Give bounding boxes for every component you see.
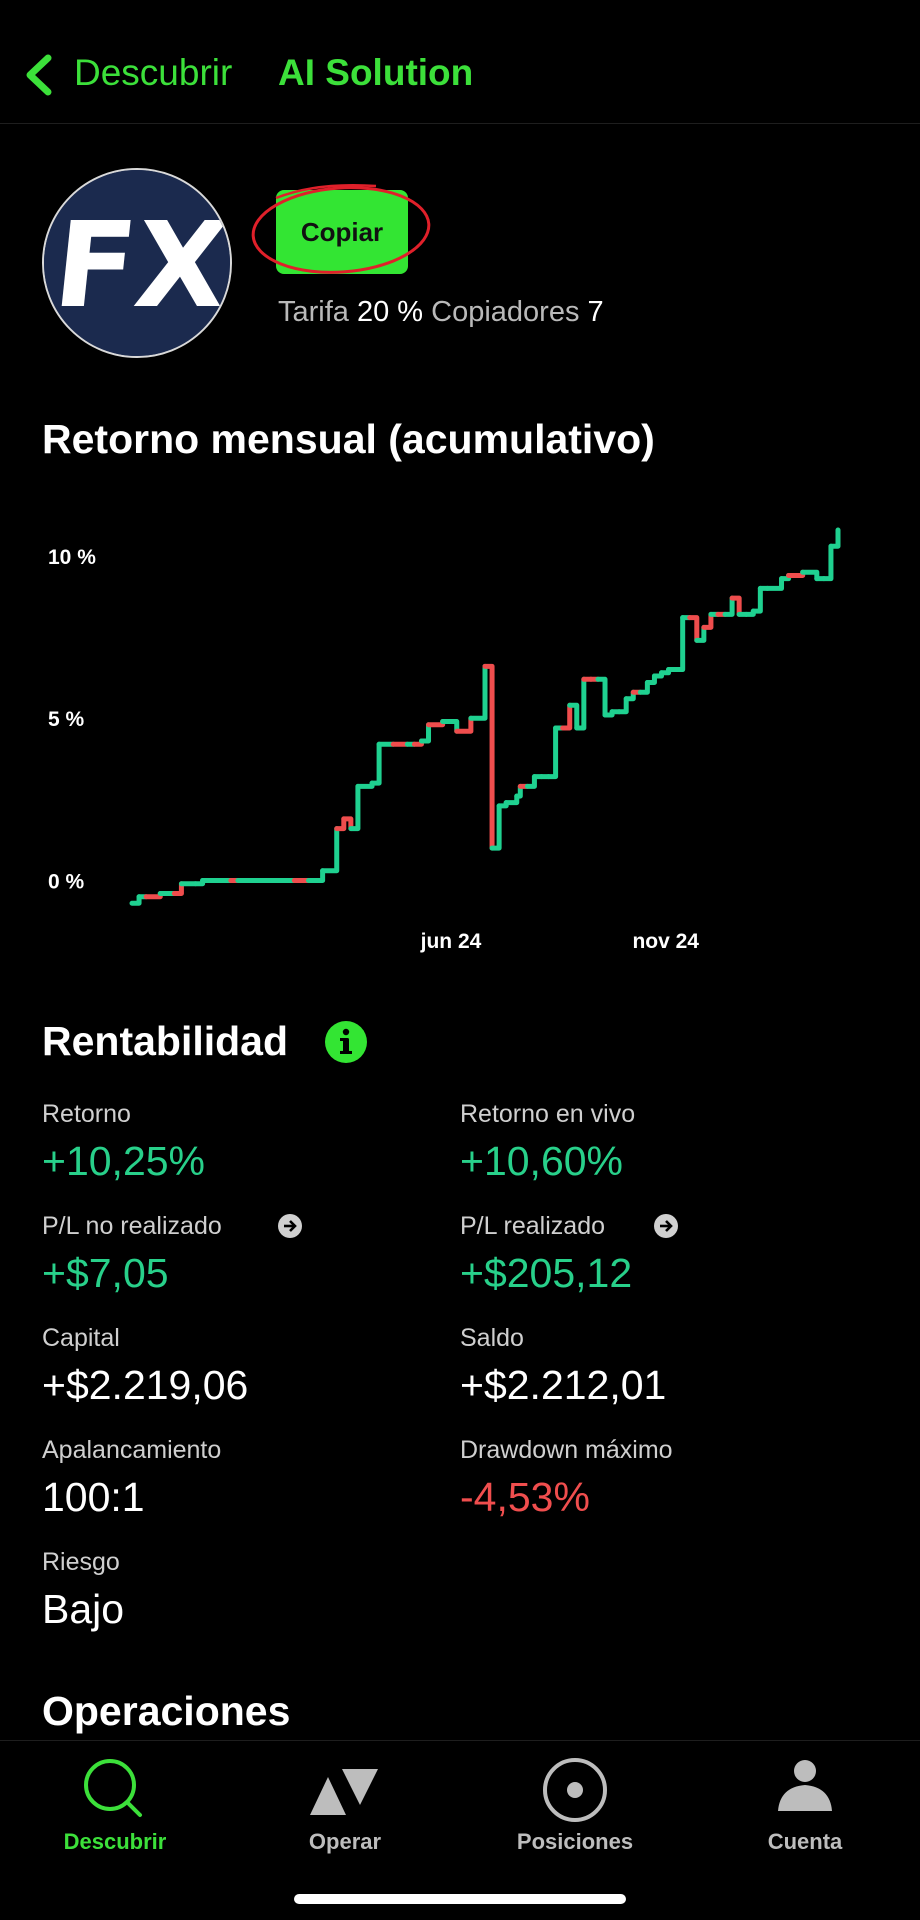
- metric-label: P/L realizado: [460, 1212, 605, 1240]
- triangles-icon: [310, 1769, 378, 1815]
- chart-line-segment: [320, 826, 340, 874]
- metric-label: Retorno: [42, 1100, 131, 1128]
- chart-line-segment: [514, 783, 523, 799]
- metric-value: +$2.212,01: [460, 1362, 667, 1408]
- metric-label: Apalancamiento: [42, 1436, 222, 1464]
- chart-line-segment: [694, 624, 707, 643]
- chart-line-segment: [666, 615, 686, 673]
- metric-value: +$7,05: [42, 1250, 169, 1296]
- chart-line-segment: [616, 696, 629, 715]
- fx-logo-icon: FX: [44, 170, 232, 356]
- back-button[interactable]: Descubrir: [74, 52, 233, 93]
- annotation-circle: [251, 183, 431, 274]
- page-title: AI Solution: [278, 52, 474, 93]
- profitability-title: Rentabilidad: [42, 1018, 289, 1064]
- target-icon: [543, 1758, 607, 1822]
- avatar-text: FX: [48, 196, 232, 334]
- tab-label: Cuenta: [767, 1829, 843, 1854]
- chart-title: Retorno mensual (acumulativo): [42, 416, 655, 462]
- chart-line-segment: [334, 816, 347, 832]
- chart-line-segment: [454, 715, 474, 734]
- metric-label: Saldo: [460, 1324, 524, 1352]
- chart-line-segment: [637, 680, 650, 695]
- copiers-value: 7: [587, 296, 604, 328]
- tab-cuenta[interactable]: Cuenta: [690, 1741, 920, 1871]
- chart-line-segment: [440, 718, 460, 734]
- metric-label: Capital: [42, 1324, 120, 1352]
- chart-line-segment: [418, 722, 432, 744]
- metric-value: +10,25%: [42, 1138, 205, 1184]
- metric-value: 100:1: [42, 1474, 145, 1520]
- metric-value: +10,60%: [460, 1138, 623, 1184]
- copy-stats: Tarifa 20 % Copiadores 7: [278, 296, 604, 329]
- tab-label: Posiciones: [516, 1829, 634, 1854]
- y-tick-label: 10 %: [48, 546, 96, 569]
- tab-posiciones[interactable]: Posiciones: [460, 1741, 690, 1871]
- y-tick-label: 5 %: [48, 708, 85, 731]
- arrow-right-circle-icon[interactable]: [653, 1213, 679, 1239]
- fee-label: Tarifa: [278, 296, 349, 328]
- chart-line-segment: [828, 527, 841, 549]
- chart-line-segment: [489, 803, 502, 851]
- top-bar: Descubrir AI Solution: [0, 0, 920, 124]
- chart-line-segment: [313, 868, 326, 884]
- tab-operar[interactable]: Operar: [230, 1741, 460, 1871]
- metric-label: Riesgo: [42, 1548, 120, 1576]
- metric-value: +$2.219,06: [42, 1362, 249, 1408]
- tab-label: Descubrir: [63, 1829, 167, 1854]
- chart-line-segment: [341, 816, 354, 832]
- avatar: FX: [42, 168, 232, 358]
- info-icon[interactable]: [324, 1020, 368, 1064]
- metric-value: +$205,12: [460, 1250, 633, 1296]
- tab-label: Operar: [308, 1829, 382, 1854]
- search-icon: [84, 1759, 142, 1817]
- chart-line-segment: [729, 595, 742, 617]
- x-tick-label: jun 24: [420, 930, 482, 953]
- chart-line-segment: [595, 676, 608, 718]
- chart-line-segment: [524, 774, 537, 789]
- chevron-left-icon[interactable]: [22, 52, 58, 98]
- chart-line-segment: [171, 881, 184, 897]
- metric-label: Drawdown máximo: [460, 1436, 673, 1464]
- home-indicator: [294, 1894, 626, 1904]
- chart-line-segment: [764, 576, 785, 591]
- tab-descubrir[interactable]: Descubrir: [0, 1741, 230, 1871]
- chart-line-segment: [574, 676, 587, 731]
- chart-line-segment: [701, 611, 714, 630]
- operations-title: Operaciones: [42, 1688, 291, 1734]
- arrow-right-circle-icon[interactable]: [277, 1213, 303, 1239]
- metric-label: P/L no realizado: [42, 1212, 222, 1240]
- chart-line-segment: [722, 595, 735, 617]
- x-tick-label: nov 24: [632, 930, 699, 953]
- metric-value: Bajo: [42, 1586, 125, 1632]
- person-icon: [778, 1760, 832, 1811]
- chart-line-segment: [750, 585, 763, 614]
- chart-line-segment: [687, 615, 700, 643]
- chart-line-segment: [468, 663, 488, 721]
- chart-line-segment: [567, 702, 580, 731]
- cumulative-return-chart[interactable]: 10 % 5 % 0 % jun 24 nov 24: [0, 500, 920, 970]
- copy-button[interactable]: Copiar: [276, 190, 408, 274]
- chart-line-segment: [821, 543, 834, 582]
- chart-line-segment: [546, 725, 559, 780]
- fee-value: 20 %: [356, 296, 424, 328]
- copiers-label: Copiadores: [431, 296, 580, 328]
- chart-line-segment: [482, 663, 495, 851]
- tab-bar: Descubrir Operar Posiciones Cuenta: [0, 1740, 920, 1920]
- chart-line-segment: [369, 741, 382, 786]
- chart-line-segment: [348, 783, 361, 832]
- chart-line-segment: [560, 702, 573, 731]
- metric-label: Retorno en vivo: [460, 1100, 636, 1128]
- metric-value: -4,53%: [460, 1474, 590, 1520]
- y-tick-label: 0 %: [48, 871, 85, 894]
